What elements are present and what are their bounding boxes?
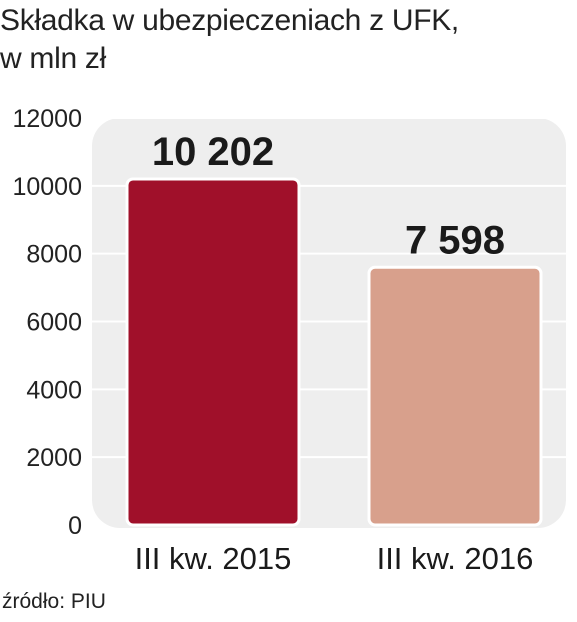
x-category-label: III kw. 2015	[135, 541, 292, 576]
y-tick-label: 12000	[12, 105, 82, 133]
bar	[125, 177, 301, 527]
x-category-label: III kw. 2016	[377, 541, 534, 576]
y-tick-label: 0	[68, 512, 82, 540]
y-tick-label: 10000	[12, 173, 82, 201]
bar-value-label: 7 598	[405, 218, 505, 262]
source-note: źródło: PIU	[2, 590, 106, 613]
y-tick-label: 6000	[26, 309, 82, 337]
y-tick-label: 8000	[26, 241, 82, 269]
bar	[367, 265, 543, 527]
y-tick-label: 4000	[26, 376, 82, 404]
y-tick-label: 2000	[26, 444, 82, 472]
bar-value-label: 10 202	[152, 130, 274, 174]
chart-title: Składka w ubezpieczeniach z UFK,	[0, 4, 459, 37]
chart-title-block: Składka w ubezpieczeniach z UFK, w mln z…	[0, 2, 577, 78]
chart-subtitle: w mln zł	[0, 42, 106, 75]
